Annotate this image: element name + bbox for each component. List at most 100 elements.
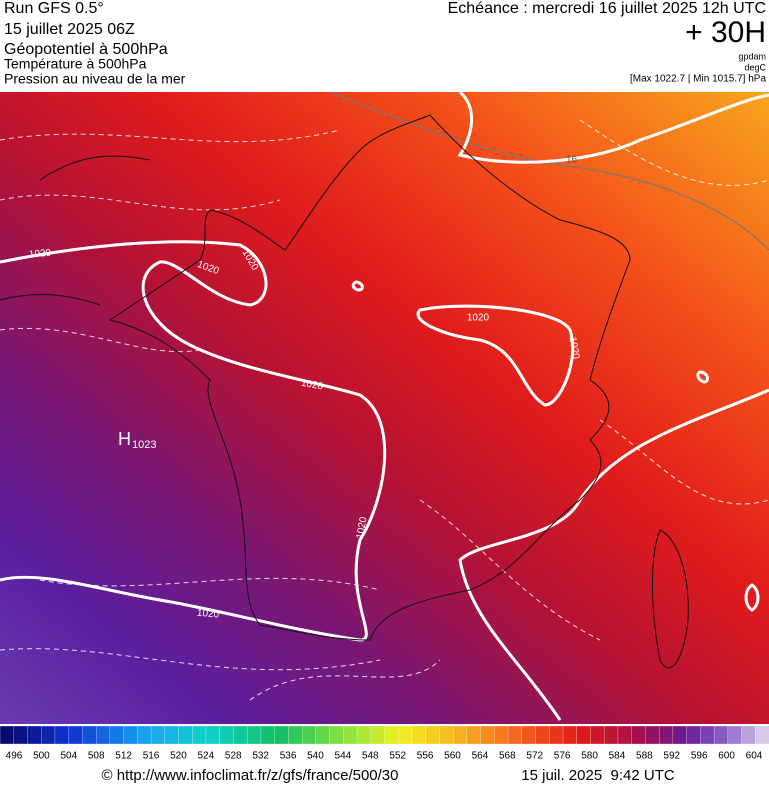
colorbar-label: 572 [526,751,543,762]
colorbar-swatch [617,725,633,745]
colorbar-swatch [439,725,454,745]
colorbar-label: 596 [691,751,708,762]
contour-label: 1020 [567,336,582,360]
colorbar-swatch [411,725,427,745]
contour-label: 1020 [300,378,324,393]
colorbar-swatch [755,725,769,745]
colorbar-swatch [700,725,715,745]
colorbar-swatch [164,725,180,745]
colorbar-label: 556 [417,751,434,762]
unit: degC [744,62,766,72]
colorbar-swatch [741,725,756,745]
colorbar-swatch [453,725,468,745]
colorbar-label: 580 [581,751,598,762]
isobar-1020 [457,90,769,164]
colorbar-swatch [576,725,592,745]
colorbar-swatch [535,725,550,745]
colorbar-swatch [13,725,29,745]
colorbar-swatch [398,725,413,745]
map-field [0,92,769,724]
isotherm-16 [329,91,769,251]
colorbar-label: 576 [554,751,571,762]
colorbar-label: 604 [746,751,763,762]
contour-label: 1020 [196,608,220,621]
colorbar-label: 600 [718,751,735,762]
colorbar-swatch [315,725,331,745]
colorbar-swatch [356,725,372,745]
colorbar-swatch [0,725,15,745]
colorbar-swatch [562,725,578,745]
colorbar-swatch [604,725,619,745]
colorbar-label: 568 [499,751,516,762]
colorbar-swatch [370,725,386,745]
colorbar-swatch [41,725,56,745]
colorbar-swatch [247,725,262,745]
colorbar-label: 496 [6,751,23,762]
colorbar-swatch [150,725,166,745]
footer: © http://www.infoclimat.fr/z/gfs/france/… [101,767,674,784]
colorbar-label: 544 [335,751,352,762]
offset: + 30H [685,16,766,49]
colorbar: 496 500 504 508 512 516 520 524 528 532 536 540 544 5… [0,725,769,762]
colorbar-swatch [82,725,97,745]
colorbar-swatch [521,725,537,745]
colorbar-label: 564 [472,751,489,762]
colorbar-swatch [425,725,441,745]
colorbar-swatch [68,725,84,745]
colorbar-swatch [27,725,42,745]
coastline [0,155,151,306]
colorbar-label: 512 [115,751,132,762]
colorbar-swatch [672,725,688,745]
colorbar-swatch [713,725,729,745]
colorbar-swatch [686,725,701,745]
colorbar-swatch [507,725,523,745]
colorbar-label: 560 [444,751,461,762]
colorbar-swatch [645,725,660,745]
colorbar-label: 528 [225,751,242,762]
high-value: 1023 [132,439,156,451]
colorbar-swatch [329,725,344,745]
colorbar-label: 532 [252,751,269,762]
colorbar-swatch [301,725,317,745]
colorbar-swatch [480,725,496,745]
colorbar-swatch [192,725,207,745]
contour-label: 1020 [28,248,52,261]
header: Run GFS 0.5° 15 juillet 2025 06Z Géopote… [4,0,767,86]
colorbar-label: 588 [636,751,653,762]
contour-label: 1020 [355,516,370,540]
colorbar-label: 500 [33,751,50,762]
isobar-1020 [458,388,769,721]
colorbar-label: 504 [60,751,77,762]
timestamp: 15 juil. 2025 9:42 UTC [521,767,675,784]
colorbar-swatch [494,725,509,745]
colorbar-swatch [288,725,303,745]
colorbar-swatch [109,725,125,745]
colorbar-swatch [727,725,743,745]
pressure-range: [Max 1022.7 | Min 1015.7] hPa [630,74,766,85]
colorbar-swatch [343,725,358,745]
isobar-1020 [416,304,575,407]
map-title: Géopotentiel à 500hPa [4,41,168,58]
colorbar-swatch [233,725,248,745]
run: Run GFS 0.5° [4,0,104,17]
colorbar-label: 552 [389,751,406,762]
coastline [651,529,689,669]
colorbar-label: 540 [307,751,324,762]
colorbar-swatch [260,725,276,745]
colorbar-swatch [219,725,235,745]
colorbar-swatch [590,725,605,745]
colorbar-swatch [123,725,138,745]
isotherm-label: 16 [566,155,578,166]
run-date: 15 juillet 2025 06Z [4,21,135,38]
colorbar-swatch [95,725,111,745]
colorbar-swatch [205,725,221,745]
colorbar-swatch [384,725,399,745]
source: © http://www.infoclimat.fr/z/gfs/france/… [101,767,398,784]
colorbar-swatch [658,725,674,745]
isotherm [0,119,769,701]
colorbar-swatch [631,725,647,745]
colorbar-swatch [549,725,564,745]
colorbar-label: 548 [362,751,379,762]
